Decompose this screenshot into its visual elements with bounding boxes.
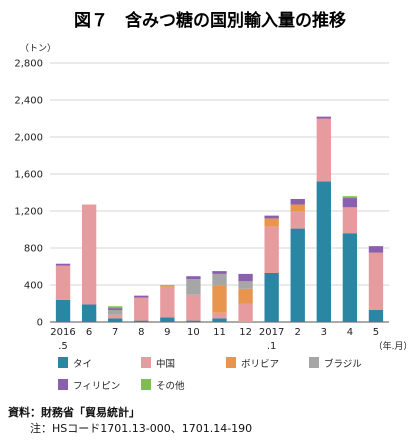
x-tick-label: 2017 <box>259 327 284 338</box>
bars <box>55 116 384 322</box>
bar-segment-2 <box>81 204 97 305</box>
bar-segment-3 <box>108 308 123 310</box>
bar-segment-6 <box>186 294 201 321</box>
legend-swatch <box>58 379 68 390</box>
bar-segment-10 <box>290 228 305 322</box>
bar-segment-8 <box>238 273 253 282</box>
bar-segment-5 <box>160 285 175 287</box>
bar-segment-7 <box>212 318 227 322</box>
bar-segment-12 <box>342 198 358 208</box>
bar-segment-3 <box>108 306 123 309</box>
x-tick-label: 11 <box>213 327 226 338</box>
legend-label: 中国 <box>156 358 175 370</box>
bar-segment-12 <box>342 196 358 199</box>
bar-segment-12 <box>342 207 358 234</box>
bar-segment-7 <box>212 273 227 286</box>
bar-segment-9 <box>264 215 279 219</box>
source-label: 資料：財務省「貿易統計」 <box>8 405 140 419</box>
x-tick-label: 12 <box>239 327 252 338</box>
source-note: 注：HSコード1701.13-000、1701.14-190 <box>30 421 252 435</box>
bar-segment-11 <box>316 116 331 119</box>
x-tick-label: 2 <box>295 327 301 338</box>
chart-title: 図７ 含みつ糖の国別輸入量の推移 <box>74 10 346 31</box>
x-tick-label: 5 <box>373 327 379 338</box>
bar-segment-7 <box>212 312 227 319</box>
x-tick-label: 8 <box>138 327 144 338</box>
bar-segment-5 <box>160 286 175 318</box>
bar-segment-1 <box>55 299 71 322</box>
bar-segment-7 <box>212 271 227 274</box>
bar-segment-13 <box>368 252 384 310</box>
bar-segment-8 <box>238 288 253 304</box>
legend-label: フィリピン <box>73 381 120 392</box>
bar-segment-3 <box>108 318 123 322</box>
bar-segment-8 <box>238 303 253 322</box>
bar-segment-11 <box>316 118 331 182</box>
y-tick-label: 800 <box>24 244 43 255</box>
x-tick-label-line2: .5 <box>58 341 68 352</box>
legend-label: ブラジル <box>324 358 362 370</box>
y-axis-unit: （トン） <box>20 43 56 54</box>
y-tick-label: 2,800 <box>14 59 43 70</box>
bar-segment-9 <box>264 272 279 322</box>
legend-swatch <box>141 357 151 368</box>
y-tick-labels: 0 400 800 1,200 1,600 2,000 2,400 2,800 <box>14 59 43 329</box>
x-tick-label: 3 <box>321 327 327 338</box>
x-tick-label: 7 <box>112 327 118 338</box>
y-tick-label: 2,000 <box>14 133 43 144</box>
y-tick-label: 1,600 <box>14 170 43 181</box>
bar-segment-8 <box>238 281 253 289</box>
bar-segment-4 <box>134 320 149 322</box>
bar-segment-4 <box>134 295 149 298</box>
legend-label: その他 <box>156 380 185 392</box>
legend-swatch <box>226 357 236 368</box>
bar-segment-13 <box>368 246 384 253</box>
gridlines <box>50 62 389 323</box>
bar-segment-5 <box>160 317 175 322</box>
bar-segment-1 <box>55 263 71 266</box>
x-tick-label-line2: .1 <box>267 341 277 352</box>
legend-label: タイ <box>73 359 92 370</box>
x-tick-label: 2016 <box>50 327 75 338</box>
bar-segment-4 <box>134 297 149 321</box>
bar-segment-9 <box>264 226 279 273</box>
y-tick-label: 400 <box>24 281 43 292</box>
legend-swatch <box>141 379 151 390</box>
bar-segment-10 <box>290 198 305 205</box>
bar-segment-13 <box>368 309 384 322</box>
bar-segment-7 <box>212 285 227 313</box>
x-tick-labels: 2016 .5 6 7 8 9 10 11 12 2017 .1 2 3 4 5 <box>50 327 379 352</box>
bar-segment-6 <box>186 276 201 279</box>
y-tick-label: 2,400 <box>14 96 43 107</box>
bar-segment-6 <box>186 278 201 295</box>
legend-swatch <box>309 357 319 368</box>
bar-segment-9 <box>264 218 279 227</box>
bar-segment-12 <box>342 233 358 322</box>
bar-segment-10 <box>290 211 305 229</box>
y-tick-label: 1,200 <box>14 207 43 218</box>
bar-segment-6 <box>186 320 201 322</box>
legend-label: ボリビア <box>241 359 279 370</box>
legend-swatch <box>58 357 68 368</box>
x-axis-unit: （年.月） <box>374 340 413 352</box>
bar-segment-1 <box>55 265 71 300</box>
bar-segment-11 <box>316 181 331 322</box>
bar-segment-3 <box>108 309 123 315</box>
x-tick-label: 6 <box>86 327 92 338</box>
bar-segment-2 <box>81 304 97 322</box>
bar-segment-10 <box>290 204 305 211</box>
x-tick-label: 10 <box>187 327 200 338</box>
x-tick-label: 4 <box>347 327 353 338</box>
x-tick-label: 9 <box>164 327 170 338</box>
y-tick-label: 0 <box>37 318 43 329</box>
bar-segment-3 <box>108 314 123 319</box>
